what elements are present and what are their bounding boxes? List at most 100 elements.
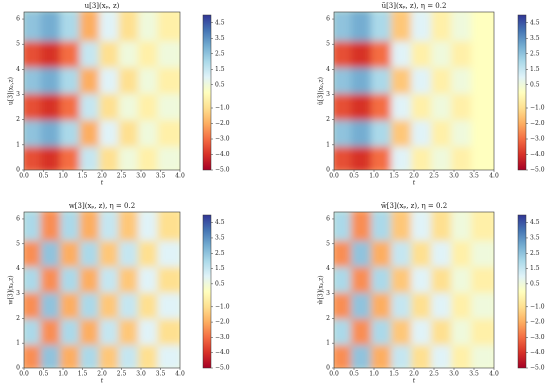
x-tick-label: 0.5 bbox=[349, 173, 359, 180]
field bbox=[334, 12, 494, 170]
heat-cell bbox=[157, 260, 180, 293]
heat-cell bbox=[471, 313, 494, 345]
heat-cell bbox=[471, 140, 494, 170]
colorbar-tick-label: −2.0 bbox=[215, 319, 230, 326]
y-tick-label: 2 bbox=[16, 315, 20, 322]
colorbar-tick-label: −3.0 bbox=[530, 334, 545, 341]
colorbar bbox=[517, 14, 527, 171]
heat-cell bbox=[157, 339, 180, 368]
cells bbox=[334, 212, 494, 368]
y-tick-label: 4 bbox=[16, 66, 20, 73]
colorbar-tick-label: −4.0 bbox=[530, 151, 545, 158]
y-tick-label: 5 bbox=[16, 41, 20, 48]
colorbar-tick-label: −5.0 bbox=[530, 167, 545, 174]
colorbar-tick-label: −1.0 bbox=[215, 105, 230, 112]
colorbar-tick-label: −4.0 bbox=[215, 151, 230, 158]
x-tick-label: 4.0 bbox=[489, 173, 499, 180]
y-tick-label: 0 bbox=[16, 365, 20, 372]
x-tick-label: 1.5 bbox=[389, 173, 399, 180]
cells bbox=[24, 212, 180, 368]
x-tick-label: 3.0 bbox=[136, 173, 146, 180]
heat-cell bbox=[157, 235, 180, 267]
colorbar-tick-label: 1.5 bbox=[215, 265, 225, 272]
heat-cell bbox=[157, 61, 180, 94]
x-tick-label: 0.5 bbox=[39, 173, 49, 180]
x-tick-label: 3.5 bbox=[156, 173, 166, 180]
cells bbox=[334, 12, 494, 170]
colorbar-tick-label: −1.0 bbox=[530, 105, 545, 112]
x-tick-label: 1.5 bbox=[389, 371, 399, 378]
y-axis-label: w[3](xₚ,z) bbox=[8, 275, 15, 304]
y-tick-label: 6 bbox=[326, 215, 330, 222]
x-tick-label: 2.5 bbox=[429, 173, 439, 180]
colorbar-tick-label: 1.5 bbox=[530, 66, 540, 73]
heat-cell bbox=[157, 87, 180, 121]
x-tick-label: 4.0 bbox=[489, 371, 499, 378]
x-tick-label: 2.5 bbox=[429, 371, 439, 378]
y-tick-label: 0 bbox=[16, 167, 20, 174]
heat-cell bbox=[471, 35, 494, 68]
colorbar-tick-label: −1.0 bbox=[215, 303, 230, 310]
y-tick-label: 3 bbox=[326, 290, 330, 297]
title: w[3](xₚ, z), η = 0.2 bbox=[69, 202, 135, 210]
colorbar bbox=[202, 214, 212, 369]
colorbar-tick-label: 3.5 bbox=[215, 234, 225, 241]
x-tick-label: 2.0 bbox=[409, 371, 419, 378]
heat-cell bbox=[471, 114, 494, 147]
y-tick-label: 4 bbox=[326, 66, 330, 73]
colorbar-tick-label: −4.0 bbox=[215, 349, 230, 356]
colorbar-tick-label: 0.5 bbox=[530, 280, 540, 287]
colorbar-tick-label: −5.0 bbox=[530, 365, 545, 372]
heat-cell bbox=[471, 87, 494, 121]
x-tick-label: 3.0 bbox=[449, 371, 459, 378]
colorbar-tick-label: −2.0 bbox=[530, 120, 545, 127]
heat-cell bbox=[471, 286, 494, 319]
heat-cell bbox=[471, 12, 494, 42]
y-tick-label: 6 bbox=[326, 16, 330, 23]
x-tick-label: 3.0 bbox=[136, 371, 146, 378]
colorbar-tick-label: 2.5 bbox=[530, 250, 540, 257]
heat-cell bbox=[471, 235, 494, 267]
y-tick-label: 2 bbox=[326, 315, 330, 322]
colorbar-tick-label: 2.5 bbox=[215, 250, 225, 257]
y-tick-label: 6 bbox=[16, 215, 20, 222]
x-tick-label: 3.5 bbox=[469, 371, 479, 378]
title: ũ[3](xₚ, z), η = 0.2 bbox=[382, 2, 447, 10]
x-tick-label: 2.5 bbox=[117, 173, 127, 180]
y-tick-label: 4 bbox=[16, 265, 20, 272]
colorbar-tick-label: 0.5 bbox=[530, 81, 540, 88]
colorbar-tick-label: −2.0 bbox=[215, 120, 230, 127]
y-axis-label: w̃[3](xₚ,z) bbox=[318, 275, 325, 304]
colorbar-tick-label: 2.5 bbox=[215, 50, 225, 57]
x-tick-label: 2.0 bbox=[97, 371, 107, 378]
heat-cell bbox=[471, 260, 494, 293]
x-tick-label: 1.0 bbox=[58, 371, 68, 378]
x-tick-label: 1.5 bbox=[78, 173, 88, 180]
field bbox=[24, 212, 180, 368]
colorbar-tick-label: −4.0 bbox=[530, 349, 545, 356]
colorbar-tick-label: 0.5 bbox=[215, 280, 225, 287]
colorbar-tick-label: 4.5 bbox=[215, 219, 225, 226]
title: u[3](xₚ, z) bbox=[85, 2, 120, 10]
x-tick-label: 3.0 bbox=[449, 173, 459, 180]
y-tick-label: 1 bbox=[16, 340, 20, 347]
x-tick-label: 1.0 bbox=[58, 173, 68, 180]
colorbar-tick-label: −3.0 bbox=[215, 334, 230, 341]
x-tick-label: 3.5 bbox=[156, 371, 166, 378]
colorbar-tick-label: 1.5 bbox=[215, 66, 225, 73]
panel: 0.0 0.5 1.0 1.5 2.0 2.5 3.0 3.5 4.0 0 1 2 3 4 5 6 ũ[3](x… bbox=[318, 2, 545, 187]
colorbar-tick-label: −2.0 bbox=[530, 319, 545, 326]
colorbar bbox=[202, 14, 212, 171]
x-axis-label: t bbox=[413, 180, 416, 187]
x-tick-label: 2.0 bbox=[409, 173, 419, 180]
x-tick-label: 2.5 bbox=[117, 371, 127, 378]
colorbar-tick-label: −5.0 bbox=[215, 365, 230, 372]
y-tick-label: 1 bbox=[326, 340, 330, 347]
panel: 0.0 0.5 1.0 1.5 2.0 2.5 3.0 3.5 4.0 0 1 2 3 4 5 6 w̃[3](… bbox=[318, 201, 545, 385]
colorbar bbox=[517, 214, 527, 369]
colorbar-tick-label: 3.5 bbox=[530, 35, 540, 42]
y-tick-label: 1 bbox=[326, 141, 330, 148]
colorbar-tick-label: −1.0 bbox=[530, 303, 545, 310]
y-axis-label: ũ[3](xₚ,z) bbox=[318, 77, 325, 105]
heat-cell bbox=[157, 313, 180, 345]
